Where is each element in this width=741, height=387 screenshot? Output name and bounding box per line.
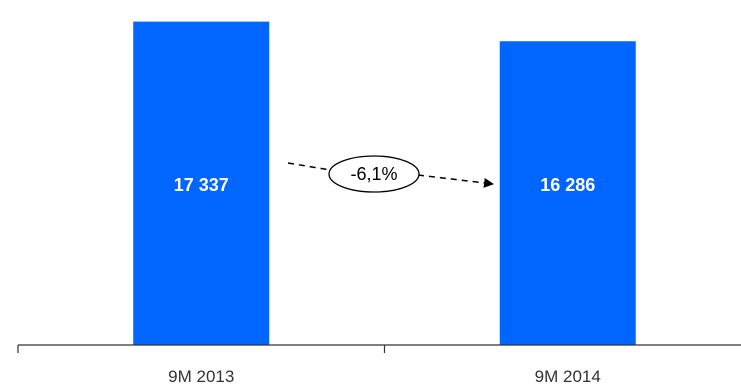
bar-labels-layer: 17 337 16 286 [174,175,596,195]
bar-1 [133,21,270,345]
bar-value-label-1: 17 337 [174,175,229,195]
annotation-text: -6,1% [350,164,397,184]
arrow-left-segment [287,162,331,171]
change-annotation: -6,1% [287,155,494,193]
bars-layer [133,21,636,346]
annotation-ellipse [328,155,420,193]
tick-labels-layer: 9M 2013 9M 2014 [168,367,601,386]
bar-2 [499,41,636,346]
arrow-right-segment [417,174,494,188]
bar-value-label-2: 16 286 [540,175,595,195]
x-tick-label-2: 9M 2014 [535,367,601,386]
x-tick-label-1: 9M 2013 [168,367,234,386]
ticks-layer [17,345,386,353]
